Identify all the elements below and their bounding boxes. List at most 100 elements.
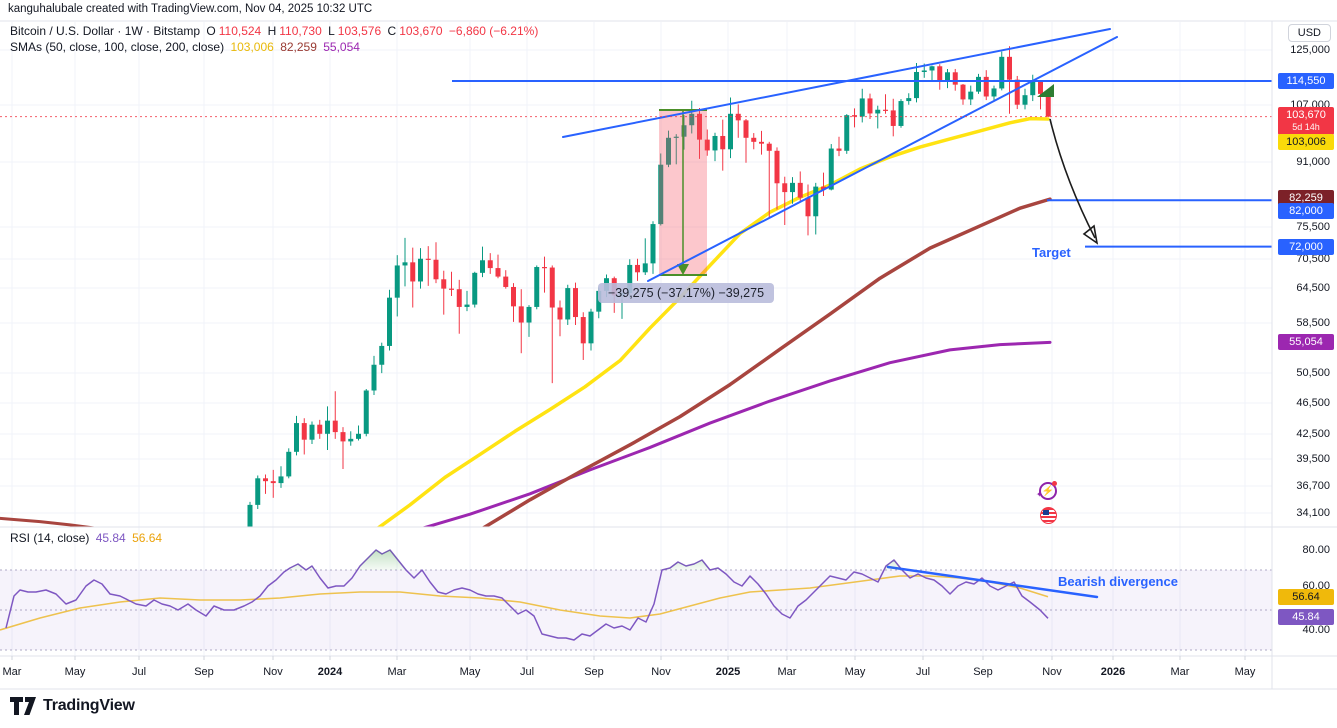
rsi-label: RSI (14, close) <box>10 531 90 545</box>
time-axis-label: Sep <box>194 666 214 678</box>
us-flag-event-icon[interactable] <box>1040 507 1057 524</box>
time-axis-label: Mar <box>2 666 22 678</box>
price-axis-label: 50,500 <box>1296 367 1330 379</box>
sma-200-line <box>421 340 1052 527</box>
price-axis-label: 70,500 <box>1296 253 1330 265</box>
time-axis-label: 2026 <box>1100 666 1126 678</box>
candle-body <box>441 279 447 289</box>
symbol-legend[interactable]: Bitcoin / U.S. Dollar · 1W · Bitstamp O 1… <box>10 24 541 38</box>
candle-body <box>797 182 803 198</box>
ohlc-low-value: 103,576 <box>337 24 382 38</box>
candle-body <box>681 125 687 137</box>
sma-100-line <box>481 197 1052 527</box>
candle-body <box>247 504 253 527</box>
candle-body <box>673 136 679 138</box>
rsi-line <box>5 549 1049 641</box>
footer-logo[interactable]: TradingView <box>10 697 135 715</box>
candle-body <box>270 481 276 484</box>
candle-body <box>472 272 478 305</box>
rsi-value: 45.84 <box>95 531 126 545</box>
candle-body <box>418 258 423 282</box>
candle-body <box>394 265 400 298</box>
ohlc-open-label: O <box>206 24 216 38</box>
time-axis[interactable]: Mar May Jul Sep Nov 2024 Mar May Jul Sep Nov 2025 Ma… <box>0 657 1337 688</box>
ai-lightning-event-icon[interactable]: ⚡ ✦ <box>1036 481 1057 500</box>
price-axis-badge: 114,550 <box>1278 73 1334 89</box>
candle-body <box>255 478 261 505</box>
ohlc-low-label: L <box>328 24 335 38</box>
brand-name: TradingView <box>43 697 135 714</box>
candle-body <box>534 267 540 307</box>
target-label: Target <box>1032 245 1071 260</box>
time-axis-label: May <box>64 666 86 678</box>
target-arrowhead <box>1082 224 1099 245</box>
rsi-legend[interactable]: RSI (14, close) 45.84 56.64 <box>10 531 165 545</box>
price-axis-label: 80.00 <box>1302 544 1330 556</box>
candle-body <box>317 424 323 434</box>
chart-attribution-title: kanguhalubale created with TradingView.c… <box>8 3 373 15</box>
candle-body <box>410 262 416 282</box>
currency-toggle-button[interactable]: USD <box>1287 24 1331 42</box>
candle-body <box>642 263 648 273</box>
time-axis-label: Nov <box>651 666 671 678</box>
candle-body <box>627 264 633 294</box>
price-axis-badge: 103,006 <box>1278 134 1334 150</box>
price-axis-label: 42,500 <box>1296 428 1330 440</box>
sma200-value: 55,054 <box>323 40 360 54</box>
candle-body <box>852 115 857 117</box>
time-axis-label: Nov <box>263 666 283 678</box>
ohlc-close-label: C <box>387 24 397 38</box>
price-axis-label: 46,500 <box>1296 397 1330 409</box>
flag-canton <box>1043 510 1049 515</box>
candle-body <box>1007 56 1012 80</box>
candle-body <box>518 306 524 323</box>
candle-body <box>1045 93 1051 117</box>
candle-body <box>1022 95 1028 105</box>
candle-body <box>906 98 912 102</box>
candle-body <box>976 76 981 92</box>
symbol-title: Bitcoin / U.S. Dollar · 1W · Bitstamp <box>10 24 201 38</box>
ohlc-high-label: H <box>267 24 277 38</box>
price-axis-label: 58,500 <box>1296 317 1330 329</box>
candle-body <box>968 91 974 100</box>
candle-body <box>875 109 881 114</box>
candle-body <box>813 186 819 217</box>
candle-body <box>728 113 733 150</box>
smas-legend[interactable]: SMAs (50, close, 100, close, 200, close)… <box>10 40 363 54</box>
candle-body <box>433 259 439 280</box>
candle-body <box>774 150 780 184</box>
candle-body <box>666 137 671 165</box>
candle-body <box>983 76 989 97</box>
price-axis-label: 36,700 <box>1296 480 1330 492</box>
candles <box>247 46 1051 527</box>
candle-body <box>480 260 485 273</box>
time-axis-label: 2024 <box>317 666 343 678</box>
time-axis-label: May <box>844 666 866 678</box>
candle-body <box>332 420 338 433</box>
price-axis-label: 125,000 <box>1290 44 1330 56</box>
candle-body <box>859 98 865 117</box>
time-axis-label: Jul <box>915 666 931 678</box>
time-axis-label: Sep <box>973 666 993 678</box>
candle-body <box>782 183 788 193</box>
wedge-trendline <box>647 36 1118 282</box>
candle-body <box>573 288 578 318</box>
price-axis-badge: 82,000 <box>1278 203 1334 219</box>
candle-body <box>712 135 718 151</box>
price-axis[interactable]: 125,000 107,000 91,000 75,500 70,500 64,500 58… <box>1272 21 1337 656</box>
candle-body <box>565 288 571 320</box>
ohlc-close-value: 103,670 <box>399 24 443 38</box>
candle-body <box>449 288 454 290</box>
candle-body <box>991 88 997 97</box>
price-axis-badge: 55,054 <box>1278 334 1334 350</box>
candle-body <box>735 113 741 121</box>
candle-body <box>921 70 927 72</box>
candle-body <box>844 115 850 151</box>
candle-body <box>867 98 873 114</box>
candle-body <box>363 390 369 434</box>
time-axis-label: 2025 <box>715 666 741 678</box>
candle-body <box>1030 81 1036 96</box>
